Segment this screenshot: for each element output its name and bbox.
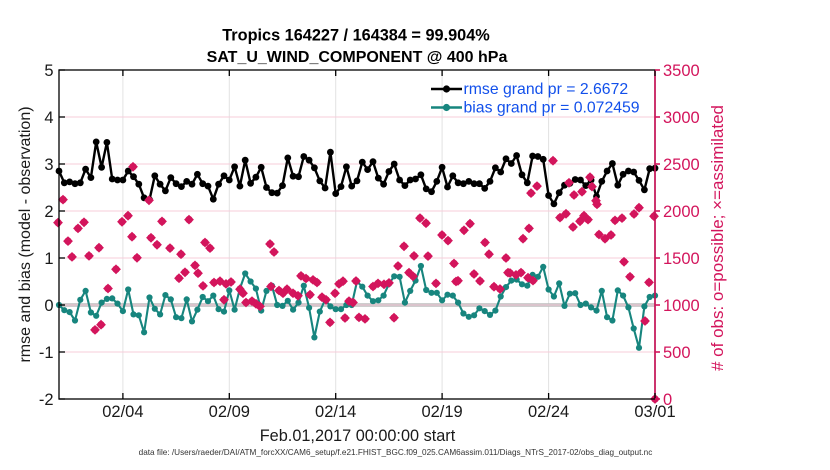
svg-text:0: 0 <box>663 391 672 409</box>
svg-text:SAT_U_WIND_COMPONENT @ 400 hPa: SAT_U_WIND_COMPONENT @ 400 hPa <box>207 49 508 66</box>
svg-text:rmse and bias (model - observa: rmse and bias (model - observation) <box>17 106 34 362</box>
svg-text:02/04: 02/04 <box>102 403 143 421</box>
svg-text:3500: 3500 <box>663 62 700 80</box>
svg-text:3: 3 <box>44 156 53 174</box>
svg-text:500: 500 <box>663 344 691 362</box>
svg-text:5: 5 <box>44 62 53 80</box>
svg-text:Tropics 164227 / 164384 = 99.9: Tropics 164227 / 164384 = 99.904% <box>222 27 490 45</box>
svg-text:# of obs: o=possible; ×=assimi: # of obs: o=possible; ×=assimilated <box>708 105 727 371</box>
svg-text:1500: 1500 <box>663 250 700 268</box>
svg-text:3000: 3000 <box>663 109 700 127</box>
svg-text:02/09: 02/09 <box>209 403 250 421</box>
svg-text:4: 4 <box>44 109 53 127</box>
svg-text:02/19: 02/19 <box>421 403 462 421</box>
svg-text:-1: -1 <box>39 344 54 362</box>
svg-text:2: 2 <box>44 203 53 221</box>
svg-text:bias grand pr = 0.072459: bias grand pr = 0.072459 <box>464 100 640 117</box>
svg-text:1: 1 <box>44 250 53 268</box>
svg-text:Feb.01,2017 00:00:00 start: Feb.01,2017 00:00:00 start <box>260 427 456 445</box>
svg-text:02/24: 02/24 <box>528 403 569 421</box>
svg-text:1000: 1000 <box>663 297 700 315</box>
svg-text:03/01: 03/01 <box>634 403 675 421</box>
svg-text:2500: 2500 <box>663 156 700 174</box>
svg-text:rmse grand pr = 2.6672: rmse grand pr = 2.6672 <box>464 81 629 98</box>
svg-text:data file: /Users/raeder/DAI/A: data file: /Users/raeder/DAI/ATM_forcXX/… <box>139 448 653 457</box>
svg-text:02/14: 02/14 <box>315 403 356 421</box>
svg-text:0: 0 <box>44 297 53 315</box>
svg-text:-2: -2 <box>39 391 54 409</box>
svg-text:2000: 2000 <box>663 203 700 221</box>
